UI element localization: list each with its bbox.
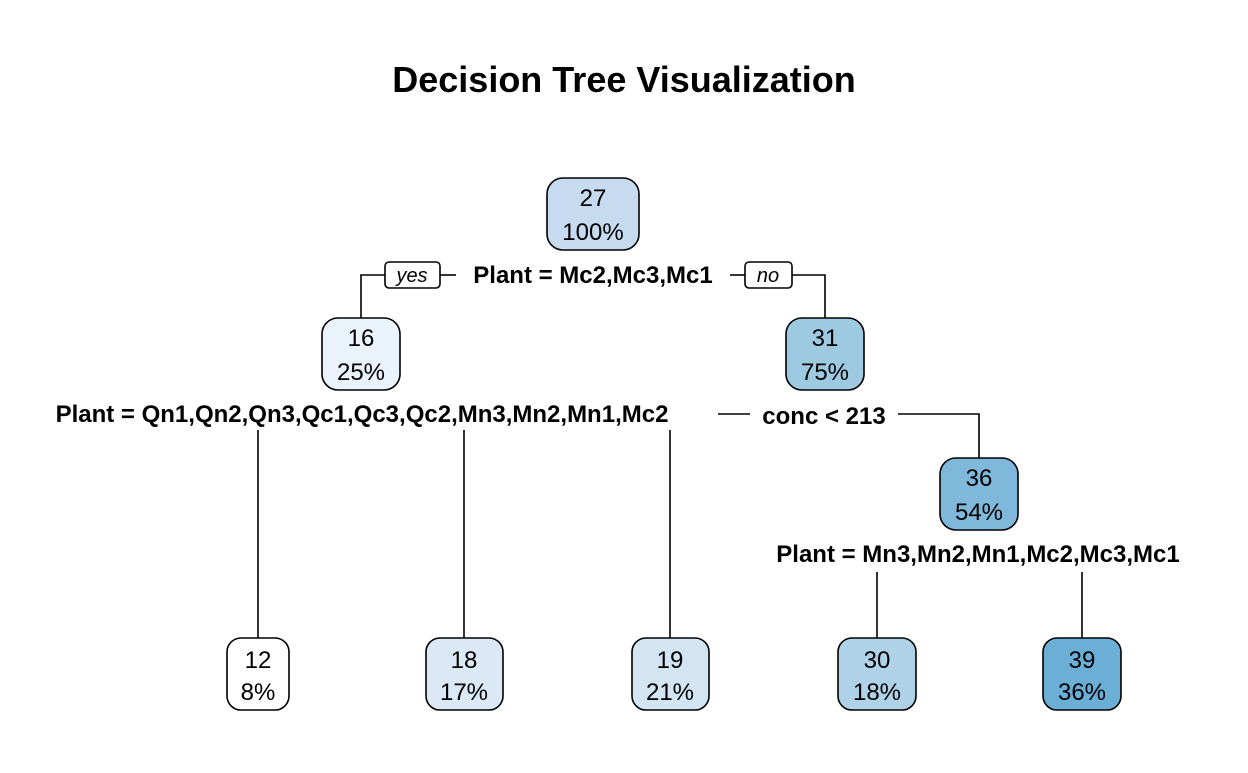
yes-label-group: yes <box>384 261 441 289</box>
tree-leaf-3: 19 21% <box>631 637 710 711</box>
no-label-group: no <box>744 261 793 289</box>
tree-node-left: 16 25% <box>321 317 401 391</box>
yes-label: yes <box>394 265 427 287</box>
node-box-root <box>546 177 640 251</box>
leaf-value-1: 12 <box>245 647 272 674</box>
leaf-value-4: 30 <box>864 647 891 674</box>
edge-root-left <box>360 274 385 318</box>
split-label-rightright: Plant = Mn3,Mn2,Mn1,Mc2,Mc3,Mc1 <box>776 541 1179 568</box>
yes-box <box>384 261 441 289</box>
tree-node-root: 27 100% <box>546 177 640 251</box>
node-value-right: 31 <box>812 325 839 352</box>
edge-root-right <box>792 274 826 318</box>
node-value-left: 16 <box>348 325 375 352</box>
tree-leaf-2: 18 17% <box>425 637 504 711</box>
leaf-pct-3: 21% <box>646 679 694 706</box>
split-label-root: Plant = Mc2,Mc3,Mc1 <box>473 262 712 289</box>
split-label-right: conc < 213 <box>762 403 885 430</box>
node-box-left <box>321 317 401 391</box>
leaf-pct-5: 36% <box>1058 679 1106 706</box>
leaf-pct-1: 8% <box>241 679 276 706</box>
no-box <box>744 261 793 289</box>
leaf-value-2: 18 <box>451 647 478 674</box>
leaf-box-2 <box>425 637 504 711</box>
leaf-box-1 <box>226 637 290 711</box>
leaf-value-3: 19 <box>657 647 684 674</box>
tree-node-right: 31 75% <box>785 317 865 391</box>
tree-node-rr: 36 54% <box>939 457 1019 531</box>
edge-right-rr <box>898 413 980 458</box>
tree-edges <box>257 274 1083 638</box>
no-label: no <box>757 265 779 287</box>
node-value-root: 27 <box>580 185 607 212</box>
node-value-rr: 36 <box>966 465 993 492</box>
node-pct-rr: 54% <box>955 499 1003 526</box>
node-box-rr <box>939 457 1019 531</box>
node-pct-left: 25% <box>337 359 385 386</box>
tree-leaf-5: 39 36% <box>1042 637 1122 711</box>
split-label-left: Plant = Qn1,Qn2,Qn3,Qc1,Qc3,Qc2,Mn3,Mn2,… <box>56 401 669 428</box>
chart-title: Decision Tree Visualization <box>392 59 856 100</box>
leaf-box-4 <box>837 637 917 711</box>
leaf-pct-2: 17% <box>440 679 488 706</box>
node-pct-right: 75% <box>801 359 849 386</box>
tree-leaf-1: 12 8% <box>226 637 290 711</box>
leaf-value-5: 39 <box>1069 647 1096 674</box>
node-pct-root: 100% <box>562 219 623 246</box>
tree-leaf-4: 30 18% <box>837 637 917 711</box>
node-box-right <box>785 317 865 391</box>
leaf-box-3 <box>631 637 710 711</box>
leaf-box-5 <box>1042 637 1122 711</box>
leaf-pct-4: 18% <box>853 679 901 706</box>
